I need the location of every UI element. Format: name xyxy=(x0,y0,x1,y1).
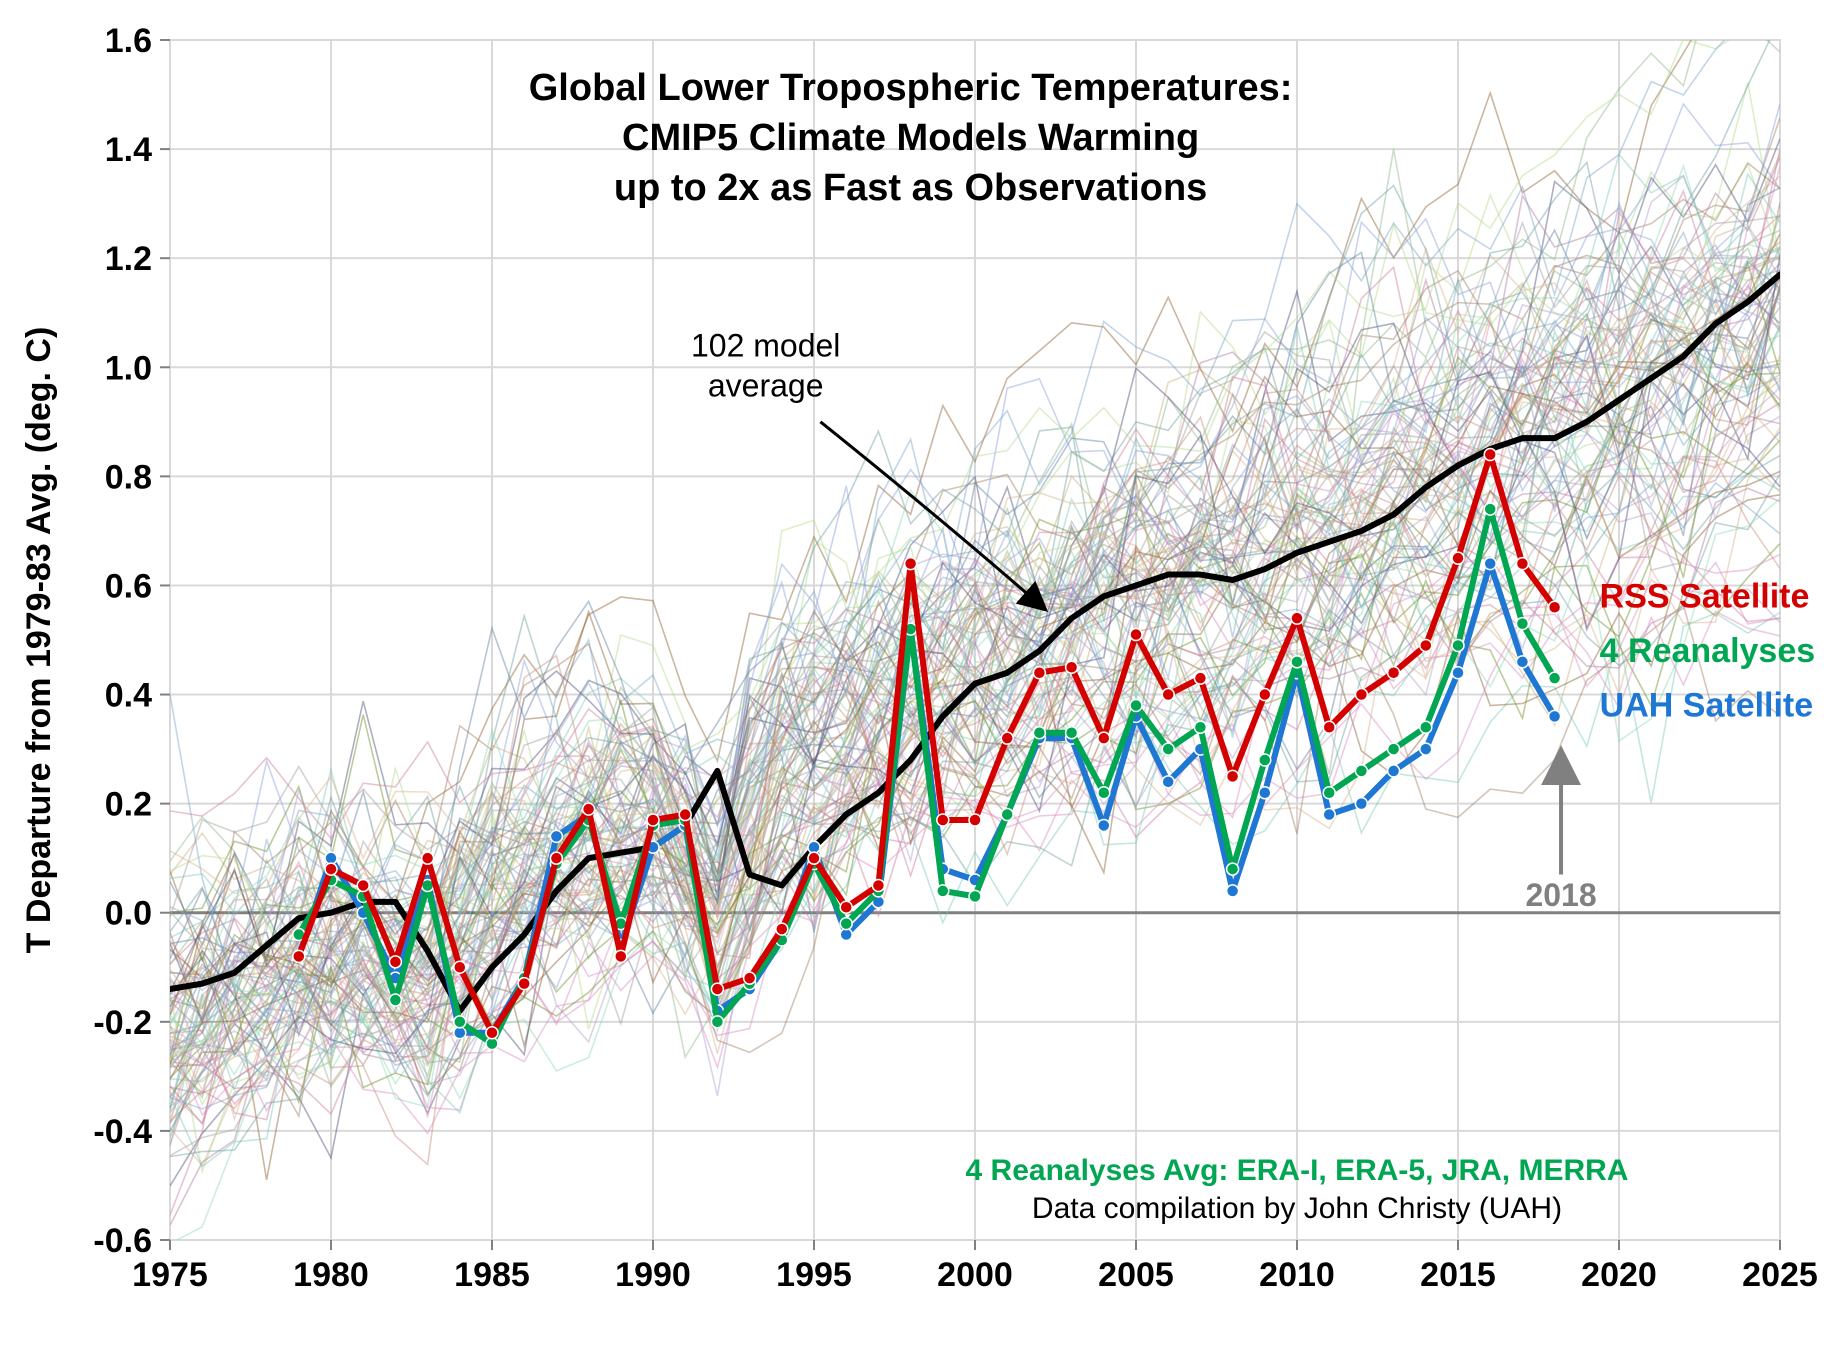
y-tick-label: -0.2 xyxy=(93,1004,152,1042)
x-tick-label: 1975 xyxy=(132,1256,208,1294)
chart-title-line: CMIP5 Climate Models Warming xyxy=(622,117,1199,159)
x-tick-label: 2015 xyxy=(1420,1256,1496,1294)
y-tick-label: 1.4 xyxy=(105,131,152,169)
y-tick-label: 1.2 xyxy=(105,240,152,278)
x-tick-label: 1985 xyxy=(454,1256,530,1294)
chart-title-line: up to 2x as Fast as Observations xyxy=(614,167,1207,209)
x-tick-label: 1990 xyxy=(615,1256,691,1294)
x-tick-label: 1980 xyxy=(293,1256,369,1294)
legend-reanalyses: 4 Reanalyses xyxy=(1600,632,1816,670)
x-tick-label: 1995 xyxy=(776,1256,852,1294)
chart-title-line: Global Lower Tropospheric Temperatures: xyxy=(529,67,1293,109)
legend-uah: UAH Satellite xyxy=(1600,686,1814,724)
y-tick-label: 0.0 xyxy=(105,895,152,933)
model-avg-annotation: 102 model xyxy=(691,327,840,363)
chart-container: 1975 1980 1985 1990 1995 2000 2005 2010 2015 2020… xyxy=(0,0,1831,1357)
x-tick-label: 2005 xyxy=(1098,1256,1174,1294)
y-tick-label: 0.8 xyxy=(105,458,152,496)
y-tick-label: 1.6 xyxy=(105,22,152,60)
y-tick-label: 1.0 xyxy=(105,349,152,387)
annotation-2018: 2018 xyxy=(1525,877,1596,913)
y-tick-label: -0.4 xyxy=(93,1113,152,1151)
y-axis-label: T Departure from 1979-83 Avg. (deg. C) xyxy=(20,327,58,954)
model-avg-annotation: average xyxy=(708,367,824,403)
y-tick-label: 0.4 xyxy=(105,677,152,715)
y-tick-label: 0.6 xyxy=(105,567,152,605)
x-tick-label: 2020 xyxy=(1581,1256,1657,1294)
footer-credit: Data compilation by John Christy (UAH) xyxy=(1032,1192,1562,1225)
y-tick-label: 0.2 xyxy=(105,786,152,824)
y-tick-label: -0.6 xyxy=(93,1222,152,1260)
x-tick-label: 2025 xyxy=(1742,1256,1818,1294)
x-tick-label: 2000 xyxy=(937,1256,1013,1294)
x-tick-label: 2010 xyxy=(1259,1256,1335,1294)
legend-rss: RSS Satellite xyxy=(1600,577,1810,615)
footer-reanalyses: 4 Reanalyses Avg: ERA-I, ERA-5, JRA, MER… xyxy=(966,1154,1629,1187)
chart-svg: 1975 1980 1985 1990 1995 2000 2005 2010 2015 2020… xyxy=(0,0,1831,1357)
